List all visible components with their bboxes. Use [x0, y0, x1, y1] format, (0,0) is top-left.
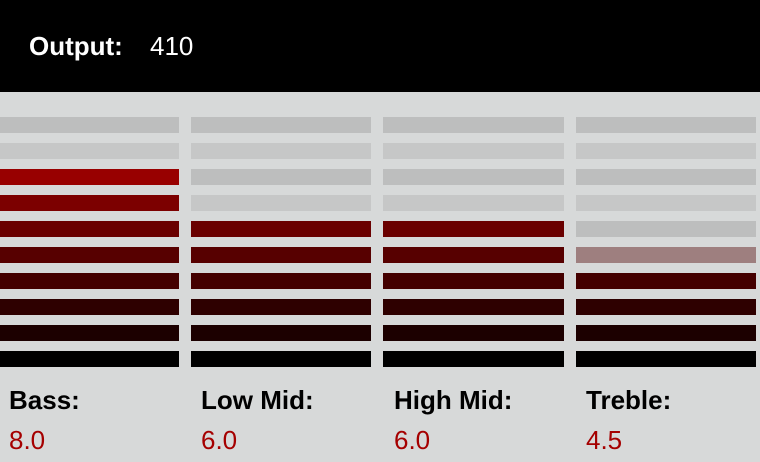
band-label-bass: Bass: [9, 385, 80, 415]
meter-segment-treble [576, 169, 756, 185]
meter-segment-high-mid [383, 143, 564, 159]
meter-segment-treble [576, 325, 756, 341]
meter-segment-bass [0, 351, 179, 367]
band-label-treble: Treble: [586, 385, 672, 415]
meter-segment-bass [0, 221, 179, 237]
output-label: Output: [29, 31, 123, 61]
meter-segment-bass [0, 325, 179, 341]
meter-segment-bass [0, 117, 179, 133]
band-value-treble: 4.5 [586, 425, 623, 455]
meter-segment-high-mid [383, 325, 564, 341]
meter-segment-treble [576, 247, 756, 263]
meter-segment-high-mid [383, 221, 564, 237]
meter-segment-treble [576, 195, 756, 211]
meter-segment-treble [576, 299, 756, 315]
band-value-high-mid: 6.0 [394, 425, 431, 455]
meter-segment-low-mid [191, 299, 371, 315]
meter-segment-low-mid [191, 143, 371, 159]
meter-segment-high-mid [383, 117, 564, 133]
meter-segment-bass [0, 169, 179, 185]
meter-segment-treble [576, 117, 756, 133]
meter-segment-low-mid [191, 351, 371, 367]
band-value-low-mid: 6.0 [201, 425, 238, 455]
meter-segment-bass [0, 273, 179, 289]
band-label-low-mid: Low Mid: [201, 385, 314, 415]
meter-high-mid [383, 117, 564, 367]
meter-segment-treble [576, 143, 756, 159]
meter-segment-treble [576, 351, 756, 367]
meter-bass [0, 117, 179, 367]
meter-segment-bass [0, 247, 179, 263]
meter-segment-high-mid [383, 195, 564, 211]
meter-segment-high-mid [383, 299, 564, 315]
meter-segment-low-mid [191, 169, 371, 185]
meter-segment-low-mid [191, 117, 371, 133]
meter-segment-treble [576, 273, 756, 289]
meter-segment-low-mid [191, 221, 371, 237]
meter-segment-low-mid [191, 273, 371, 289]
meter-segment-low-mid [191, 195, 371, 211]
meter-segment-low-mid [191, 247, 371, 263]
meter-segment-bass [0, 195, 179, 211]
meter-segment-high-mid [383, 169, 564, 185]
meter-segment-high-mid [383, 351, 564, 367]
meter-low-mid [191, 117, 371, 367]
meter-segment-high-mid [383, 273, 564, 289]
output-value: 410 [150, 31, 194, 61]
meter-segment-bass [0, 143, 179, 159]
band-label-high-mid: High Mid: [394, 385, 513, 415]
meter-treble [576, 117, 756, 367]
meter-segment-low-mid [191, 325, 371, 341]
meter-segment-high-mid [383, 247, 564, 263]
output-header: Output: 410 [0, 0, 760, 92]
meter-segment-bass [0, 299, 179, 315]
meter-segment-treble [576, 221, 756, 237]
band-value-bass: 8.0 [9, 425, 46, 455]
